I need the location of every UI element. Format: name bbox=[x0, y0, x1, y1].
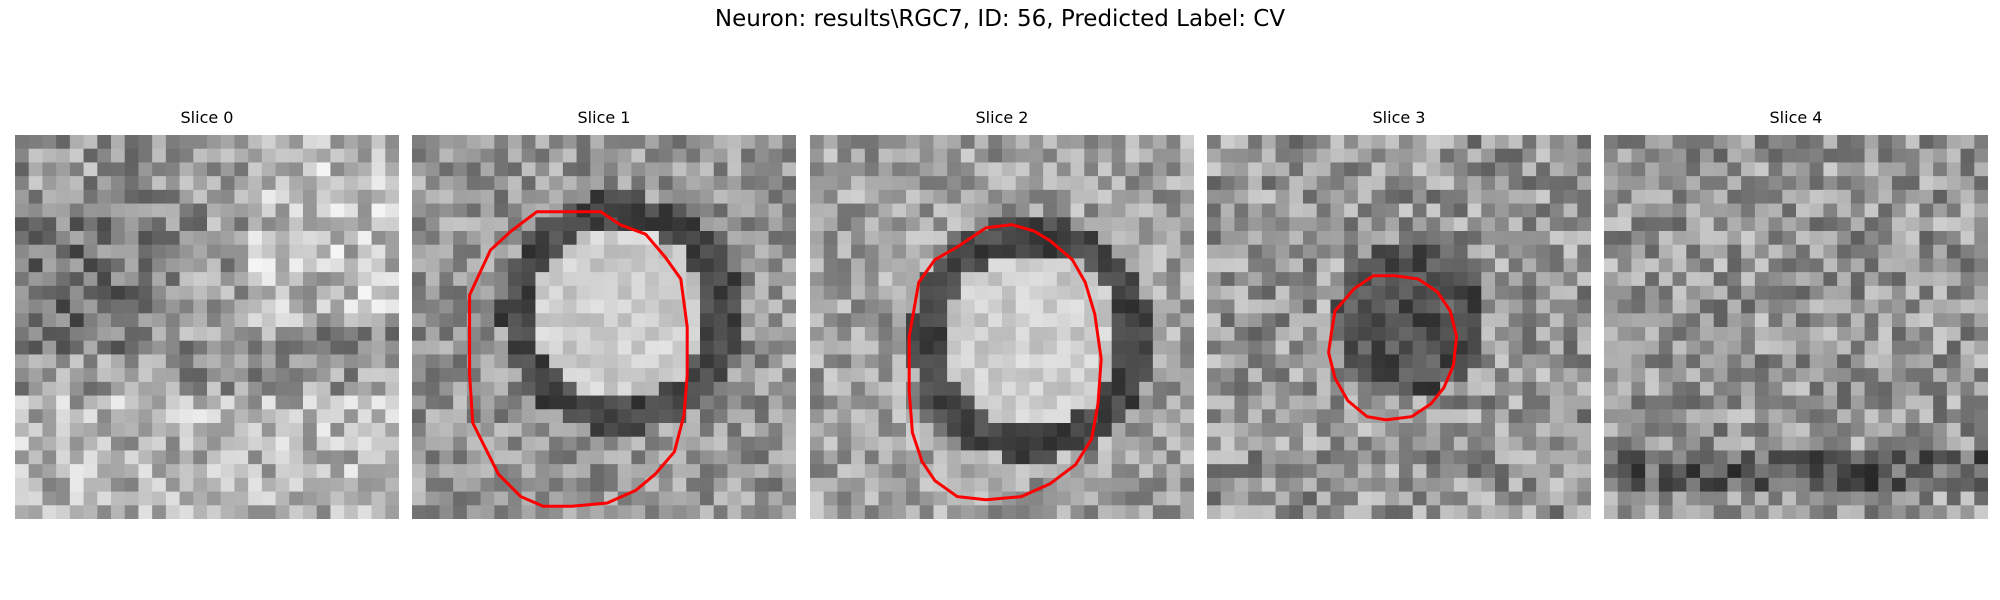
slice-title: Slice 2 bbox=[975, 108, 1029, 127]
slice-3-image bbox=[1207, 135, 1591, 519]
grayscale-slice-image bbox=[15, 135, 399, 519]
slice-title: Slice 4 bbox=[1769, 108, 1823, 127]
grayscale-slice-image bbox=[1207, 135, 1591, 519]
figure-title: Neuron: results\RGC7, ID: 56, Predicted … bbox=[714, 6, 1286, 32]
slice-4-image bbox=[1604, 135, 1988, 519]
grayscale-slice-image bbox=[412, 135, 796, 519]
slice-2-image bbox=[810, 135, 1194, 519]
segmentation-contour bbox=[468, 210, 689, 508]
slice-0-image bbox=[15, 135, 399, 519]
slice-title: Slice 1 bbox=[577, 108, 631, 127]
slice-title: Slice 0 bbox=[180, 108, 234, 127]
slice-title: Slice 3 bbox=[1372, 108, 1426, 127]
slice-1-image bbox=[412, 135, 796, 519]
grayscale-slice-image bbox=[810, 135, 1194, 519]
segmentation-contour bbox=[1327, 274, 1459, 422]
grayscale-slice-image bbox=[1604, 135, 1988, 519]
segmentation-contour bbox=[907, 223, 1103, 502]
